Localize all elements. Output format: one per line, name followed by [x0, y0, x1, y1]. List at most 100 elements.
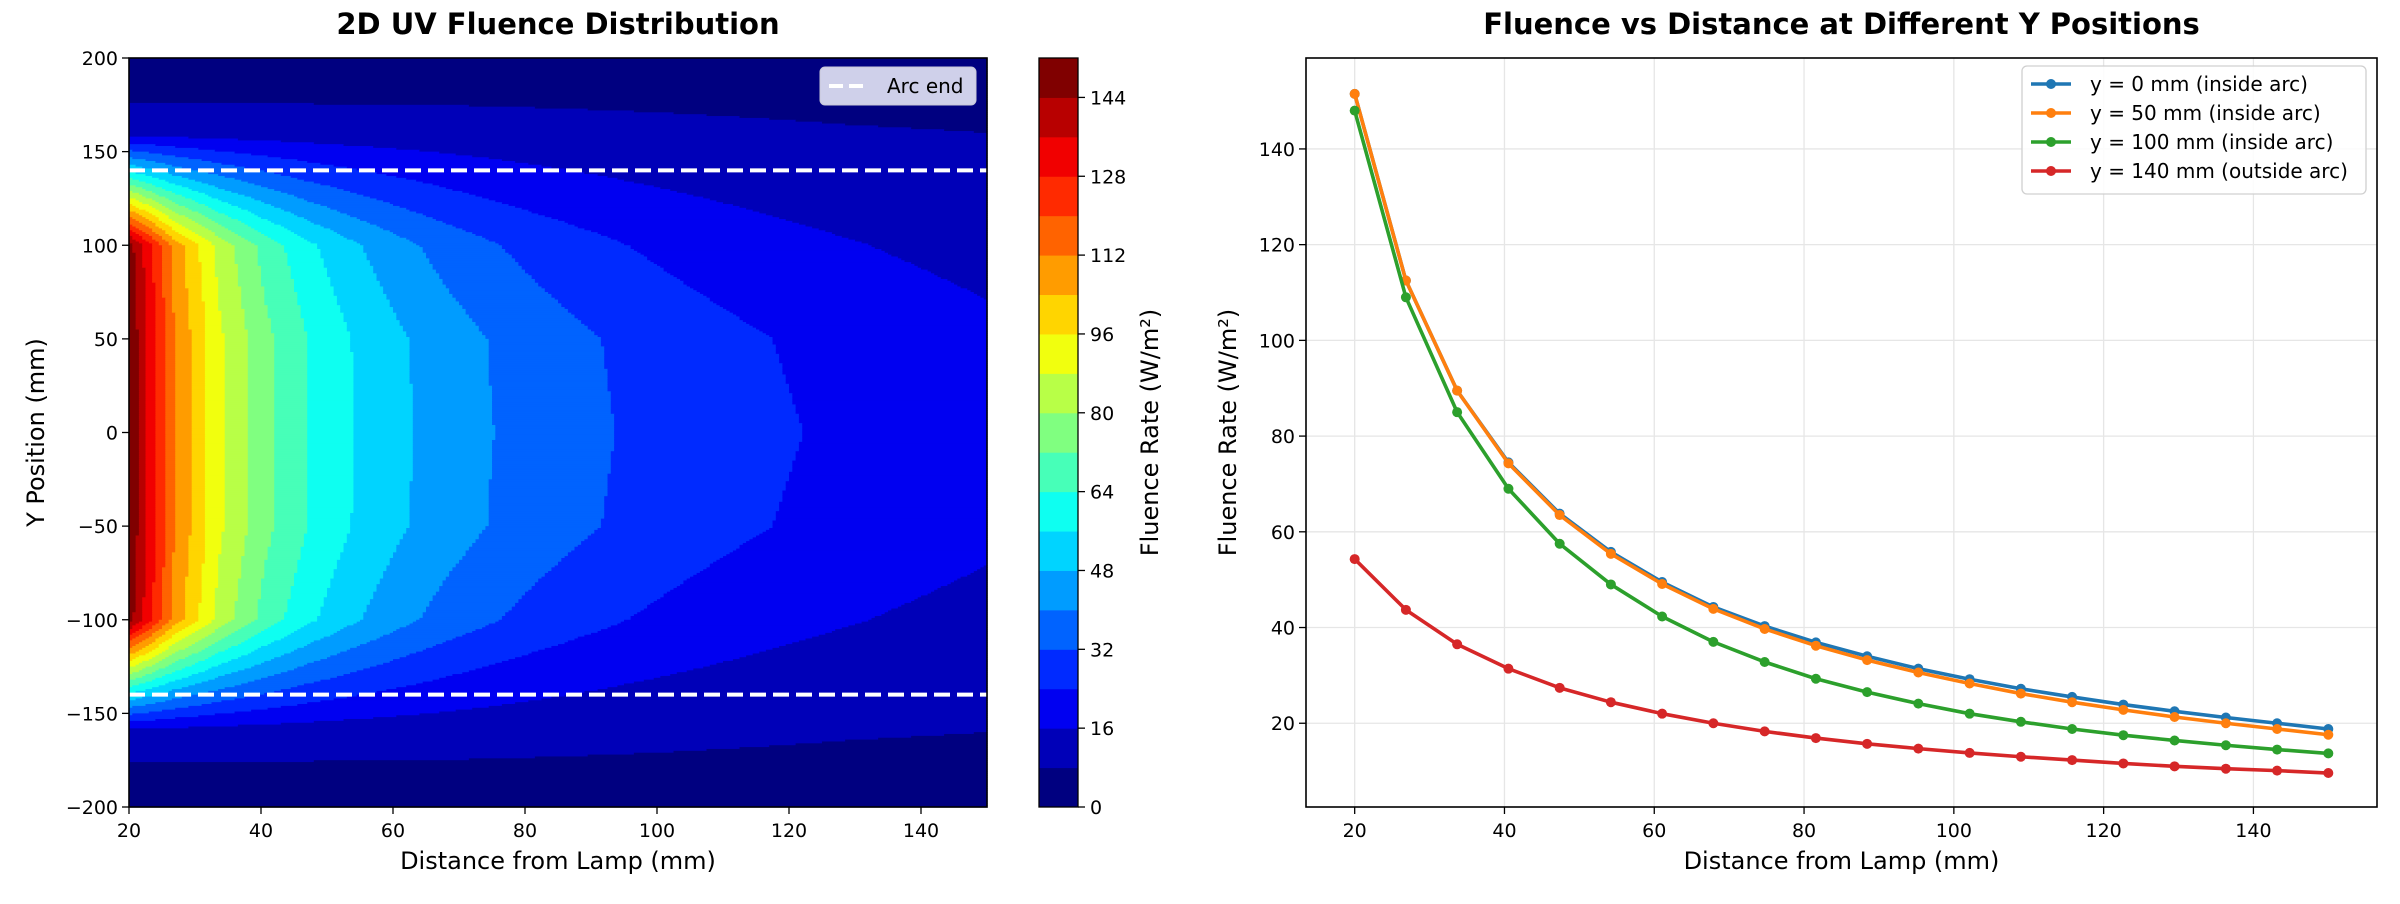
contour-band	[307, 445, 354, 449]
contour-band	[660, 265, 919, 269]
legend-marker	[2046, 108, 2056, 118]
contour-band	[274, 439, 308, 443]
contour-band	[204, 346, 226, 349]
contour-band	[798, 441, 988, 445]
contour-band	[435, 219, 559, 222]
contour-band	[204, 529, 226, 533]
contour-band	[551, 217, 780, 220]
contour-band	[261, 584, 295, 587]
contour-band	[135, 260, 143, 263]
contour-band	[237, 265, 262, 269]
contour-band	[257, 647, 298, 651]
contour-band	[383, 288, 450, 291]
contour-band	[307, 531, 351, 535]
contour-band	[607, 389, 790, 392]
contour-band	[614, 434, 803, 437]
contour-band	[280, 672, 351, 675]
contour-band	[244, 310, 269, 314]
contour-band	[422, 612, 506, 615]
contour-band	[191, 483, 206, 486]
contour-band	[244, 320, 272, 323]
contour-band	[633, 181, 988, 185]
contour-band	[445, 187, 661, 190]
contour-band	[175, 366, 193, 370]
contour-band	[181, 638, 203, 641]
contour-band	[607, 368, 783, 372]
contour-band	[191, 531, 206, 535]
contour-band	[129, 323, 137, 327]
contour-band	[617, 239, 856, 243]
contour-band	[129, 702, 156, 705]
contour-band	[798, 421, 988, 424]
contour-band	[175, 484, 193, 488]
contour-band	[317, 243, 361, 246]
contour-band	[171, 254, 186, 258]
contour-band	[779, 503, 988, 507]
contour-band	[439, 277, 533, 280]
contour-band	[129, 248, 133, 252]
contour-band	[792, 468, 988, 471]
contour-band	[138, 490, 147, 494]
contour-band	[492, 400, 612, 404]
contour-band	[353, 511, 411, 514]
contour-band	[204, 544, 222, 548]
contour-band	[129, 290, 137, 293]
contour-band	[234, 612, 259, 615]
contour-band	[610, 466, 793, 469]
contour-band	[307, 355, 354, 359]
contour-band	[251, 153, 457, 156]
contour-band	[234, 610, 259, 613]
colorbar-label: Fluence Rate (W/m²)	[1136, 309, 1164, 556]
contour-band	[204, 473, 226, 477]
contour-band	[247, 486, 275, 490]
contour-band	[162, 252, 173, 256]
contour-band	[264, 572, 295, 576]
contour-band	[244, 548, 269, 552]
contour-band	[201, 271, 216, 274]
contour-band	[445, 675, 661, 679]
contour-band	[152, 245, 163, 248]
contour-band	[165, 700, 222, 703]
contour-band	[145, 496, 156, 499]
contour-band	[320, 638, 378, 641]
contour-band	[145, 514, 156, 518]
contour-band	[261, 582, 295, 585]
contour-band	[201, 627, 219, 630]
contour-band	[607, 687, 988, 690]
contour-band	[244, 550, 269, 553]
contour-band	[610, 458, 797, 462]
contour-band	[191, 430, 206, 434]
contour-band	[224, 348, 249, 351]
contour-band	[138, 365, 147, 368]
contour-band	[145, 189, 166, 192]
contour-band	[145, 438, 156, 441]
contour-band	[158, 645, 170, 649]
contour-band	[138, 531, 147, 535]
contour-band	[376, 584, 444, 587]
contour-band	[185, 589, 203, 593]
contour-band	[191, 381, 206, 385]
contour-band	[145, 477, 156, 480]
contour-band	[307, 483, 354, 486]
contour-band	[188, 217, 209, 220]
contour-band	[445, 576, 543, 580]
contour-band	[145, 441, 156, 445]
contour-band	[165, 454, 176, 458]
contour-band	[135, 591, 147, 595]
contour-band	[138, 338, 147, 342]
data-point	[2169, 712, 2180, 723]
contour-band	[274, 516, 308, 520]
contour-band	[399, 205, 516, 209]
contour-band	[145, 571, 156, 574]
contour-band	[492, 453, 612, 456]
contour-band	[878, 125, 988, 128]
contour-band	[274, 421, 308, 424]
contour-band	[247, 509, 275, 512]
contour-band	[129, 743, 797, 746]
contour-band	[350, 522, 411, 525]
contour-band	[495, 426, 615, 430]
contour-band	[327, 271, 374, 274]
contour-band	[129, 572, 137, 576]
contour-band	[848, 625, 988, 628]
contour-band	[439, 586, 533, 589]
